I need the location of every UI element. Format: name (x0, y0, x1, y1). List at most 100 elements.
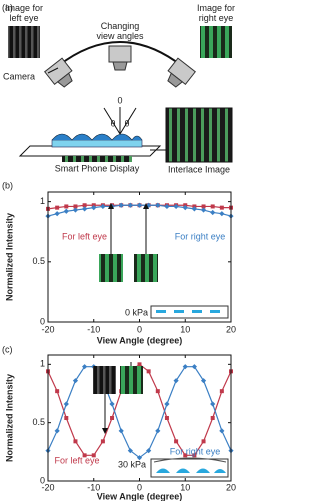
plot-frame (47, 191, 232, 323)
marker (191, 364, 197, 370)
marker (164, 416, 169, 420)
view-angle-label: Changing view angles (96, 21, 144, 41)
plot-frame (47, 354, 232, 482)
inset-image (99, 254, 123, 282)
left-image-label: Image for left eye (5, 3, 43, 23)
legend-label: For left eye (54, 455, 99, 465)
marker (192, 453, 197, 458)
x-axis-label: View Angle (degree) (97, 335, 183, 345)
marker (118, 202, 124, 208)
x-tick-label: 20 (226, 482, 236, 492)
marker (91, 205, 97, 211)
panel-a: (a) Image for left eye Changing view angle… (2, 2, 235, 174)
marker (173, 378, 179, 384)
pressure-blocks (156, 310, 220, 313)
right-image-label: Image for right eye (197, 3, 235, 23)
marker (164, 203, 170, 210)
y-tick-label: 0 (40, 475, 45, 485)
marker (219, 389, 224, 394)
x-tick-label: 20 (226, 324, 236, 334)
interlace-image (165, 107, 233, 163)
marker (200, 207, 207, 213)
pressure-box (150, 305, 229, 319)
marker (63, 401, 69, 407)
pressure-domes (156, 468, 226, 473)
marker (100, 439, 105, 444)
marker (72, 207, 79, 213)
marker (173, 203, 179, 210)
y-tick-label: 1 (40, 359, 45, 369)
marker (155, 202, 161, 208)
panel-label: (a) (2, 2, 13, 12)
marker (146, 369, 151, 374)
y-axis-label: Normalized Intensity (4, 374, 14, 462)
marker (219, 211, 225, 217)
x-tick-label: -10 (87, 324, 100, 334)
marker (54, 211, 60, 217)
x-tick-label: 0 (137, 324, 142, 334)
marker (73, 204, 78, 209)
panel-label: (c) (2, 344, 13, 354)
marker (91, 453, 96, 458)
lenses (51, 133, 143, 141)
marker (55, 389, 60, 394)
camera-right (167, 57, 196, 88)
marker (136, 455, 143, 461)
marker (64, 416, 69, 420)
y-tick-label: 0 (40, 316, 45, 326)
marker (201, 204, 206, 209)
marker (210, 204, 215, 209)
arc (57, 41, 183, 67)
annotation: 0 kPa (125, 307, 148, 317)
marker (82, 206, 88, 212)
legend-label: For left eye (62, 231, 107, 241)
y-tick-label: 0.5 (32, 256, 45, 266)
x-tick-label: 10 (180, 324, 190, 334)
x-tick-label: -20 (41, 482, 54, 492)
marker (210, 209, 216, 216)
marker (155, 389, 160, 394)
insets (93, 203, 229, 478)
angle-lines (103, 107, 137, 135)
marker (100, 203, 106, 210)
marker (118, 428, 124, 434)
marker (127, 448, 133, 454)
theta-left: θ (110, 118, 115, 128)
marker (210, 416, 215, 420)
marker (182, 205, 188, 211)
x-axis-label: View Angle (degree) (97, 491, 183, 501)
display-label: Smart Phone Display (55, 163, 140, 173)
x-tick-label: 10 (180, 482, 190, 492)
y-tick-label: 1 (40, 196, 45, 206)
camera-left (44, 57, 73, 88)
interlace-label: Interlace Image (168, 164, 230, 174)
figure: (a) Image for left eye Changing view angle… (2, 2, 236, 501)
camera-label: Camera (3, 71, 35, 81)
marker (55, 205, 60, 210)
x-tick-label: -20 (41, 324, 54, 334)
marker (109, 401, 115, 407)
marker (64, 204, 69, 209)
arrow-head (143, 203, 149, 209)
legend-label: For right eye (175, 231, 226, 241)
display-pixels (62, 156, 132, 162)
camera-pointer (47, 67, 59, 74)
lens-base (51, 139, 143, 148)
marker (219, 428, 225, 434)
pressure-surface (153, 457, 227, 463)
left-image (8, 26, 40, 58)
marker (210, 401, 216, 407)
marker (54, 428, 60, 434)
marker (82, 203, 87, 208)
marker (191, 206, 197, 212)
marker (174, 439, 179, 444)
marker (155, 428, 161, 434)
marker (183, 453, 188, 458)
theta-right: θ (124, 118, 129, 128)
marker (82, 364, 88, 370)
x-tick-label: -10 (87, 482, 100, 492)
inset-image (134, 254, 158, 282)
marker (137, 362, 142, 367)
marker (63, 208, 69, 214)
marker (136, 202, 143, 208)
